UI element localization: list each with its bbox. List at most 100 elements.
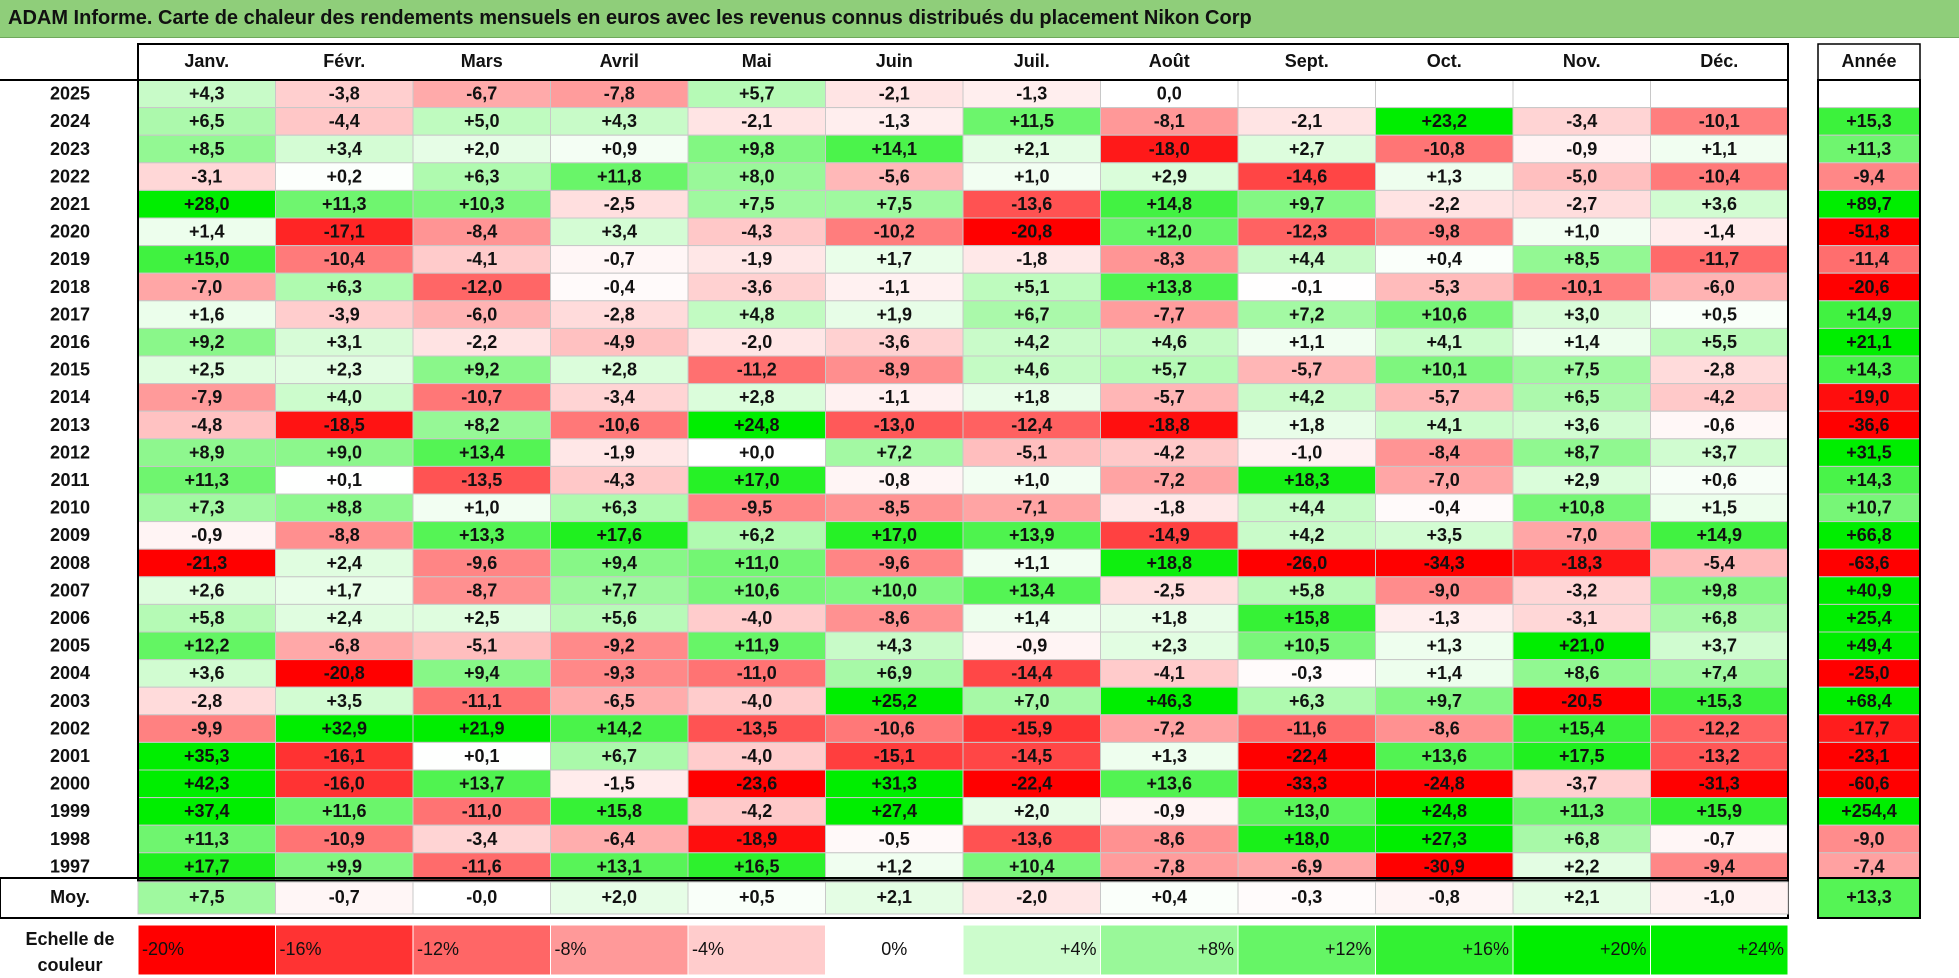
annual-value: +14,3 — [1846, 360, 1892, 380]
cell-value: +11,9 — [734, 636, 779, 656]
annual-value: -20,6 — [1848, 277, 1889, 297]
scale-swatch — [1100, 924, 1239, 976]
cell-value: -9,4 — [1704, 856, 1735, 876]
cell-value: +13,6 — [1146, 774, 1192, 794]
cell-value: +6,3 — [601, 498, 637, 518]
annual-value: -11,4 — [1849, 249, 1889, 269]
cell-value: -0,3 — [1291, 663, 1322, 683]
annual-header: Année — [1841, 51, 1896, 71]
cell-value: +2,5 — [464, 608, 500, 628]
heat-cell — [825, 631, 964, 661]
heat-cell — [1650, 769, 1789, 799]
heat-cell — [550, 162, 689, 191]
year-label: 1999 — [50, 801, 90, 821]
cell-value: -4,0 — [741, 691, 772, 711]
cell-value: -20,8 — [324, 663, 365, 683]
month-header-10: Oct. — [1427, 51, 1462, 71]
heat-cell — [1237, 548, 1376, 578]
cell-value: +14,9 — [1696, 525, 1742, 545]
heat-cell — [1650, 686, 1789, 716]
cell-value: +28,0 — [184, 194, 230, 214]
cell-value: +15,4 — [1559, 718, 1605, 738]
heat-cell — [275, 410, 414, 440]
heat-cell — [1650, 714, 1789, 743]
heat-cell — [137, 852, 276, 881]
heat-cell — [1512, 300, 1651, 329]
cell-value: +5,8 — [189, 608, 225, 628]
cell-value: +6,7 — [601, 746, 637, 766]
heat-cell — [1650, 217, 1789, 247]
cell-value: +11,6 — [322, 801, 367, 821]
heat-cell — [1100, 327, 1239, 357]
heat-cell — [687, 576, 826, 605]
cell-value: -10,1 — [1699, 111, 1740, 131]
heat-cell — [1375, 217, 1514, 247]
cell-value: +8,9 — [189, 442, 225, 462]
cell-value: +0,5 — [1701, 304, 1737, 324]
heat-cell — [137, 245, 276, 274]
cell-value: +6,9 — [876, 663, 912, 683]
cell-value: -1,8 — [1016, 249, 1047, 269]
cell-value: -13,2 — [1699, 746, 1740, 766]
cell-value: +0,2 — [326, 166, 362, 186]
cell-value: -8,7 — [466, 580, 497, 600]
cell-value: +4,1 — [1426, 415, 1462, 435]
heat-cell — [412, 134, 551, 164]
heat-cell — [1237, 355, 1376, 385]
annual-value: +68,4 — [1846, 691, 1892, 711]
heat-cell — [137, 272, 276, 302]
heat-cell — [1650, 410, 1789, 440]
heat-cell — [550, 189, 689, 219]
cell-value: -2,2 — [1429, 194, 1460, 214]
cell-value: -5,3 — [1429, 277, 1460, 297]
heat-cell — [275, 797, 414, 826]
heat-cell — [1100, 465, 1239, 495]
heat-cell — [412, 824, 551, 854]
heat-cell — [1650, 355, 1789, 385]
annual-cell — [1817, 714, 1921, 743]
average-value: +7,5 — [189, 887, 225, 907]
cell-value: +10,6 — [734, 580, 780, 600]
year-label: 2023 — [50, 139, 90, 159]
cell-value: -11,0 — [737, 663, 777, 683]
heat-cell — [962, 410, 1101, 440]
heat-cell — [550, 576, 689, 605]
month-header-3: Mars — [461, 51, 503, 71]
annual-value: +25,4 — [1846, 608, 1892, 628]
cell-value: +3,6 — [189, 663, 225, 683]
heat-cell — [275, 217, 414, 247]
cell-value: -21,3 — [186, 553, 227, 573]
heat-cell — [550, 327, 689, 357]
heat-cell — [962, 769, 1101, 799]
cell-value: +4,3 — [876, 636, 912, 656]
cell-value: +10,4 — [1009, 856, 1055, 876]
cell-value: -5,6 — [879, 166, 910, 186]
cell-value: -8,5 — [879, 498, 910, 518]
heat-cell — [962, 824, 1101, 854]
cell-value: -5,1 — [466, 636, 497, 656]
heat-cell — [137, 327, 276, 357]
heat-cell — [137, 741, 276, 771]
cell-value: -34,3 — [1424, 553, 1465, 573]
year-label: 2007 — [50, 580, 90, 600]
annual-value: -25,0 — [1848, 663, 1889, 683]
heat-cell — [275, 107, 414, 136]
scale-swatch — [1237, 924, 1376, 976]
scale-swatch — [412, 924, 551, 976]
cell-value: +25,2 — [871, 691, 917, 711]
heat-cell — [1650, 162, 1789, 191]
month-header-4: Avril — [600, 51, 639, 71]
heat-cell — [687, 659, 826, 688]
heat-cell — [962, 189, 1101, 219]
heat-cell — [412, 162, 551, 191]
heat-cell — [825, 769, 964, 799]
cell-value: +46,3 — [1146, 691, 1192, 711]
heat-cell — [825, 107, 964, 136]
cell-value: +13,4 — [459, 442, 505, 462]
heat-cell — [1100, 272, 1239, 302]
cell-value: -13,5 — [736, 718, 777, 738]
heat-cell — [1650, 659, 1789, 688]
cell-value: +1,8 — [1151, 608, 1187, 628]
cell-value: -9,6 — [879, 553, 910, 573]
heat-cell — [687, 217, 826, 247]
